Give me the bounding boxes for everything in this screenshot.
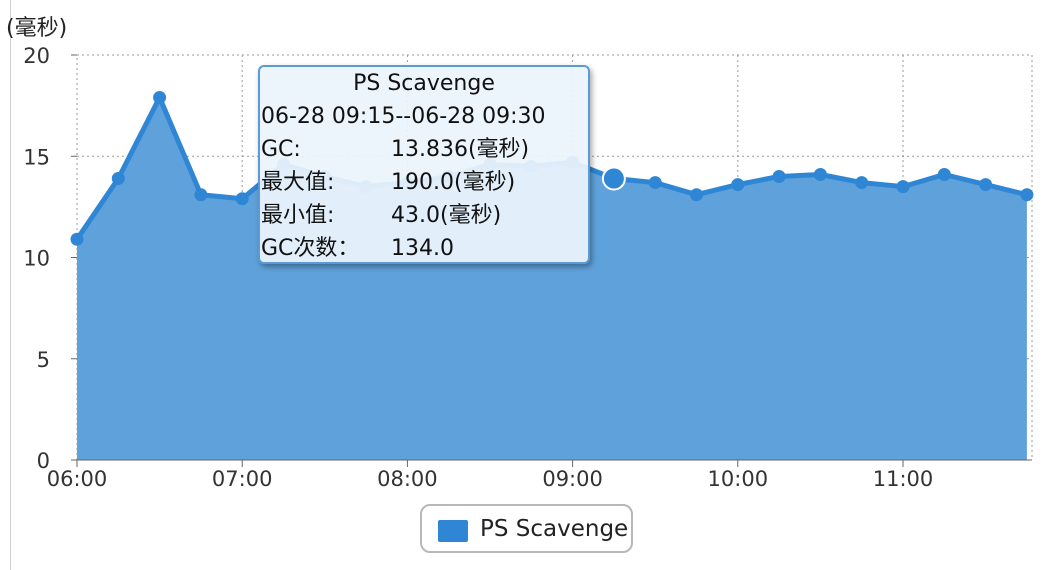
tooltip-row-min: 最小值: 43.0(毫秒) (260, 199, 588, 232)
data-point (937, 167, 951, 181)
y-tick-label: 10 (23, 247, 50, 271)
legend-label: PS Scavenge (480, 516, 629, 542)
data-point (235, 192, 249, 206)
data-point (70, 232, 84, 246)
data-point (111, 172, 125, 186)
data-point (731, 178, 745, 192)
tooltip-value: 43.0(毫秒) (391, 203, 502, 228)
tooltip-label: GC次数： (261, 236, 360, 261)
x-tick-label: 08:00 (377, 467, 438, 491)
tooltip-value: 190.0(毫秒) (391, 170, 516, 195)
data-point (855, 176, 869, 190)
data-point (1020, 188, 1034, 202)
data-point (690, 188, 703, 202)
tooltip-label: 最小值: (261, 203, 335, 228)
tooltip-row-max: 最大值: 190.0(毫秒) (260, 166, 588, 199)
x-tick-label: 07:00 (212, 467, 273, 491)
data-point (772, 170, 786, 183)
legend-swatch (438, 520, 468, 542)
x-tick-label: 10:00 (708, 467, 769, 491)
x-tick-label: 09:00 (542, 467, 603, 491)
tooltip-label: 最大值: (261, 170, 335, 195)
tooltip-row-gc: GC: 13.836(毫秒) (260, 133, 588, 166)
x-tick-label: 11:00 (873, 467, 934, 491)
y-tick-label: 15 (23, 145, 50, 169)
y-axis-unit-label: (毫秒) (6, 16, 68, 41)
tooltip-row-gc-count: GC次数： 134.0 (260, 232, 588, 265)
tooltip-label: GC: (261, 137, 301, 162)
x-tick-label: 06:00 (47, 467, 108, 491)
data-point (896, 180, 910, 194)
y-tick-label: 20 (23, 44, 50, 68)
data-point (648, 176, 662, 190)
data-point (153, 91, 167, 105)
chart-tooltip: PS Scavenge 06-28 09:15--06-28 09:30 GC:… (258, 65, 590, 264)
tooltip-value: 13.836(毫秒) (391, 137, 530, 162)
y-tick-label: 5 (37, 348, 50, 372)
data-point (813, 167, 827, 181)
highlighted-data-point (601, 166, 626, 191)
left-border (10, 0, 11, 570)
y-tick-label: 0 (37, 449, 50, 473)
tooltip-title: PS Scavenge (353, 71, 495, 96)
tooltip-value: 134.0 (391, 236, 454, 261)
tooltip-time-range: 06-28 09:15--06-28 09:30 (261, 104, 546, 129)
legend-item-ps-scavenge[interactable]: PS Scavenge (420, 504, 633, 553)
data-point (979, 178, 993, 192)
data-point (194, 188, 208, 202)
